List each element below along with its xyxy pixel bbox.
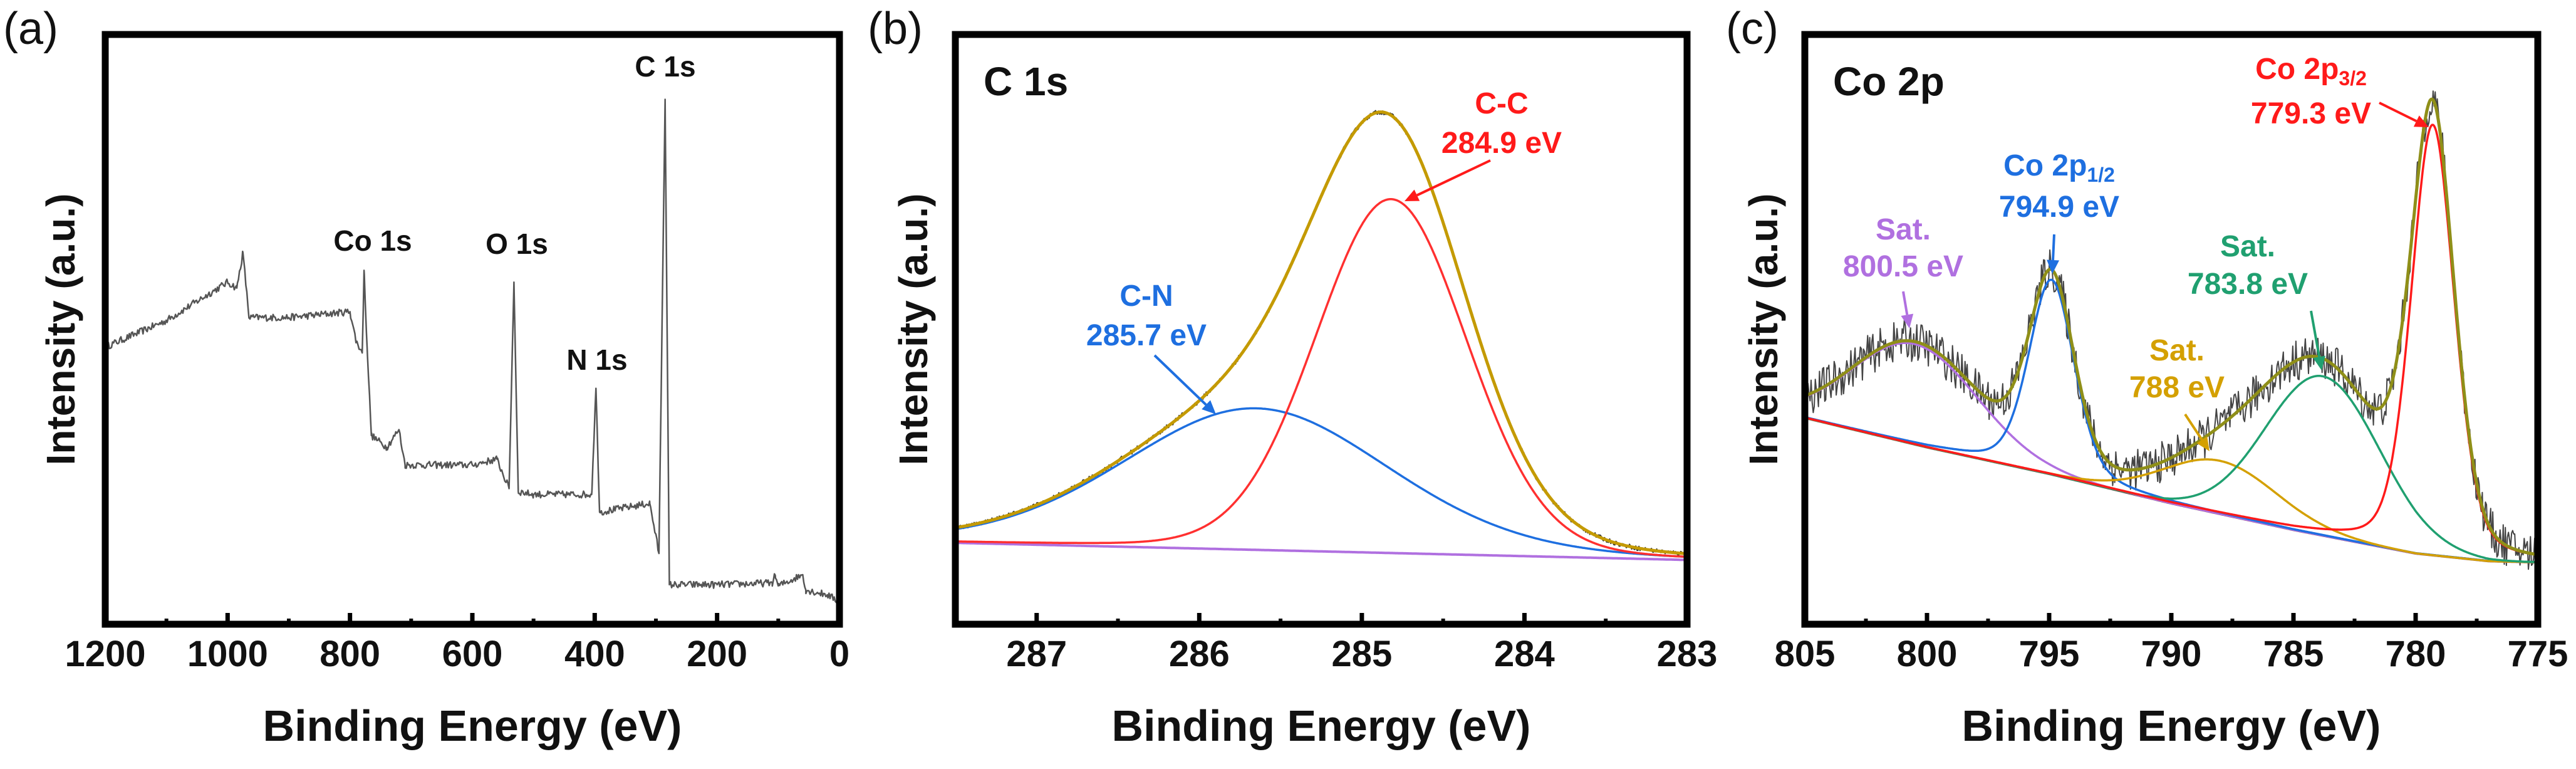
peak-label-main: C-N (1119, 280, 1173, 313)
peak-label: N 1s (566, 343, 627, 376)
x-tick-label: 283 (1657, 634, 1718, 674)
peak-annotation: C-N 285.7 eV (1086, 280, 1216, 414)
peak-energy-label: 285.7 eV (1086, 319, 1207, 352)
component-line-1 (1805, 278, 2538, 563)
x-tick-label: 795 (2019, 634, 2080, 674)
peak-annotation: Co 1s (333, 224, 412, 257)
x-tick-label: 1000 (187, 634, 268, 674)
peak-energy-label: 800.5 eV (1843, 250, 1963, 283)
arrow-icon (2310, 310, 2325, 370)
x-tick-label: 800 (319, 634, 380, 674)
peak-label-main: Sat. (2149, 334, 2205, 367)
peak-annotation: Sat. 800.5 eV (1843, 213, 1963, 328)
component-line-1 (955, 198, 1687, 558)
x-tick-label: 285 (1331, 634, 1392, 674)
y-axis-title: Intensity (a.u.) (38, 194, 83, 466)
peak-annotation: N 1s (566, 343, 627, 376)
peak-label: O 1s (486, 228, 548, 260)
x-axis-title: Binding Energy (eV) (263, 701, 682, 750)
peak-annotation: Sat. 783.8 eV (2188, 230, 2325, 370)
background-line (955, 541, 1687, 562)
panel-b: 287 286 285 284 283 Binding Energy (eV) Intens… (868, 4, 1717, 750)
x-tick-label: 400 (564, 634, 625, 674)
peak-energy-label: 284.9 eV (1441, 127, 1562, 160)
panel-title: Co 2p (1833, 59, 1945, 104)
arrow-icon (1901, 291, 1914, 328)
arrow-icon (2379, 102, 2429, 127)
background-line (1805, 416, 2538, 564)
peak-label-main: C-C (1475, 87, 1528, 120)
peak-label: C-C (1475, 87, 1528, 120)
panel-label: (a) (3, 4, 58, 54)
x-tick-label: 775 (2508, 634, 2568, 674)
peak-label-main: Sat. (1876, 213, 1931, 246)
peak-label-main: Sat. (2220, 230, 2275, 263)
survey-spectrum-line (105, 98, 839, 605)
peak-label: Co 2p3/2 (2255, 53, 2367, 90)
peak-label: C 1s (635, 50, 695, 83)
peak-label: Co 1s (333, 224, 412, 257)
panel-a: 1200 1000 800 600 400 200 0 Binding Energy (eV)… (3, 4, 849, 750)
x-tick-label: 805 (1775, 634, 1836, 674)
y-axis-title: Intensity (a.u.) (891, 194, 936, 466)
x-tick-label: 800 (1897, 634, 1958, 674)
peak-annotation: C-C 284.9 eV (1405, 87, 1562, 201)
arrow-icon (2047, 234, 2060, 274)
arrow-icon (1405, 159, 1491, 201)
x-axis-title: Binding Energy (eV) (1112, 701, 1531, 750)
peak-label-subscript: 1/2 (2087, 164, 2114, 186)
plot-area (105, 98, 839, 605)
x-tick-label: 0 (829, 634, 849, 674)
plot-area (1805, 90, 2538, 575)
component-line-2 (1805, 416, 2538, 563)
x-tick-label: 780 (2386, 634, 2446, 674)
x-tick-label: 287 (1006, 634, 1067, 674)
envelope-line (1805, 97, 2538, 557)
peak-label-main: Co 2p (2003, 149, 2087, 182)
peak-label: Sat. (2220, 230, 2275, 263)
x-tick-label: 600 (442, 634, 503, 674)
peak-energy-label: 779.3 eV (2251, 97, 2371, 130)
peak-label-subscript: 3/2 (2339, 67, 2366, 90)
peak-annotation: O 1s (486, 228, 548, 260)
peak-energy-label: 794.9 eV (1999, 191, 2119, 224)
component-line-0 (955, 407, 1687, 558)
peak-annotation: Co 2p3/2 779.3 eV (2251, 53, 2429, 130)
x-tick-label: 1200 (65, 634, 145, 674)
arrow-icon (1153, 354, 1216, 414)
x-tick-label: 785 (2263, 634, 2324, 674)
panel-label: (c) (1726, 4, 1779, 54)
peak-label: C-N (1119, 280, 1173, 313)
peak-energy-label: 788 eV (2129, 371, 2225, 404)
x-tick-label: 284 (1494, 634, 1555, 674)
plot-frame (952, 31, 1691, 628)
peak-label: Co 2p1/2 (2003, 149, 2115, 186)
envelope-line (955, 110, 1687, 555)
panel-c: 805 800 795 790 785 780 775 Binding Energy (eV)… (1726, 4, 2568, 750)
x-tick-label: 200 (687, 634, 747, 674)
y-axis-title: Intensity (a.u.) (1741, 194, 1786, 466)
component-line-4 (1805, 123, 2538, 557)
raw-spectrum-line (955, 110, 1687, 557)
plot-area (955, 110, 1687, 562)
panel-title: C 1s (984, 59, 1068, 104)
peak-annotation: C 1s (635, 50, 695, 83)
peak-label-main: Co 2p (2255, 53, 2339, 86)
peak-annotation: Co 2p1/2 794.9 eV (1999, 149, 2119, 274)
plot-frame (101, 31, 843, 628)
peak-annotation: Sat. 788 eV (2129, 334, 2225, 451)
peak-energy-label: 783.8 eV (2188, 268, 2308, 301)
x-axis-title: Binding Energy (eV) (1962, 701, 2381, 750)
panel-label: (b) (868, 4, 923, 54)
peak-label: Sat. (2149, 334, 2205, 367)
peak-label: Sat. (1876, 213, 1931, 246)
arrow-icon (2184, 413, 2210, 451)
x-tick-label: 790 (2141, 634, 2202, 674)
x-tick-label: 286 (1169, 634, 1230, 674)
